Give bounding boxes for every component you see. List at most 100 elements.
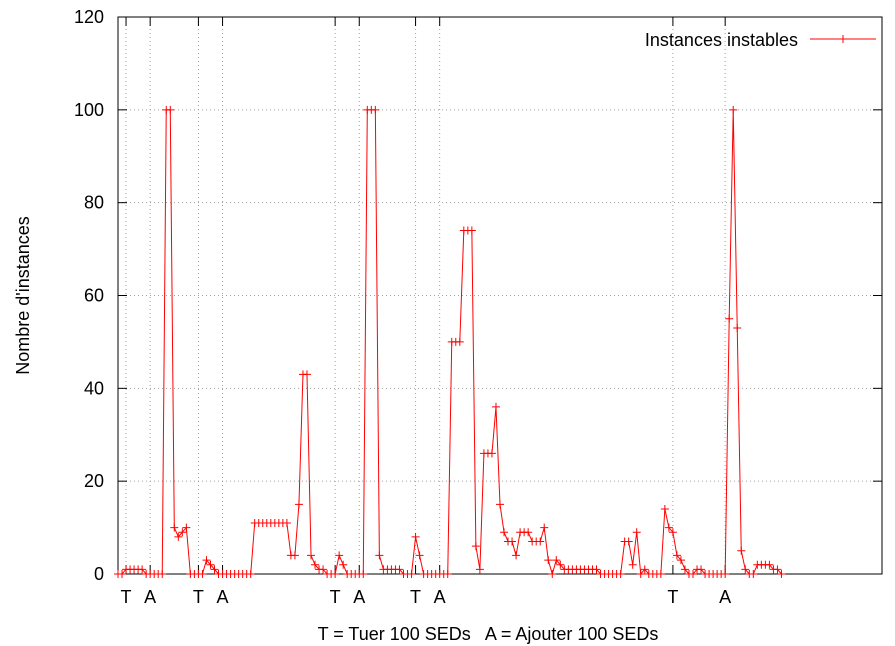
- data-point-marker: [672, 551, 681, 560]
- data-point-marker: [765, 560, 774, 569]
- data-point-marker: [335, 551, 344, 560]
- data-point-marker: [246, 570, 255, 578]
- data-point-marker: [395, 565, 404, 574]
- data-point-marker: [592, 565, 601, 574]
- data-point-marker: [359, 570, 368, 578]
- data-point-marker: [471, 542, 480, 551]
- legend-swatch-marker: [839, 35, 847, 43]
- data-point-marker: [668, 528, 677, 537]
- data-point-marker: [118, 570, 127, 578]
- data-point-marker: [632, 528, 641, 537]
- data-point-marker: [676, 556, 685, 565]
- data-point-marker: [733, 323, 742, 332]
- plot-frame: [117, 16, 883, 575]
- y-tick-label: 80: [84, 193, 104, 213]
- y-tick-label: 60: [84, 286, 104, 306]
- data-point-marker: [411, 532, 420, 541]
- data-point-marker: [415, 551, 424, 560]
- data-point-marker: [166, 105, 175, 114]
- data-point-marker: [487, 449, 496, 458]
- data-point-marker: [282, 518, 291, 527]
- data-point-marker: [540, 523, 549, 532]
- event-marker-label: T: [410, 587, 421, 607]
- event-marker-label: A: [719, 587, 731, 607]
- data-point-marker: [656, 570, 665, 578]
- data-point-marker: [660, 505, 669, 514]
- data-point-marker: [664, 523, 673, 532]
- data-point-marker: [636, 570, 645, 578]
- data-point-marker: [290, 551, 299, 560]
- event-marker-lines: [125, 17, 726, 574]
- data-point-marker: [319, 565, 328, 574]
- data-point-marker: [375, 551, 384, 560]
- data-point-marker: [455, 337, 464, 346]
- data-point-marker: [697, 565, 706, 574]
- data-point-marker: [331, 570, 340, 578]
- data-point-marker: [491, 402, 500, 411]
- data-point-marker: [556, 560, 565, 569]
- data-point-marker: [371, 105, 380, 114]
- data-point-marker: [616, 570, 625, 578]
- data-point-marker: [496, 500, 504, 509]
- data-point-marker: [508, 537, 517, 546]
- data-point-marker: [138, 565, 147, 574]
- data-point-marker: [524, 528, 533, 537]
- data-point-marker: [443, 570, 452, 578]
- data-point-marker: [721, 570, 730, 578]
- x-axis-label: T = Tuer 100 SEDs A = Ajouter 100 SEDs: [318, 624, 659, 644]
- data-point-marker: [512, 551, 521, 560]
- event-marker-label: A: [434, 587, 446, 607]
- y-axis-ticks: 0 20 40 60 80 100 120: [74, 7, 882, 584]
- legend-label: Instances instables: [645, 30, 798, 50]
- data-point-marker: [174, 532, 183, 541]
- data-point-marker: [182, 523, 191, 532]
- y-axis-label: Nombre d'instances: [13, 216, 33, 375]
- grid: [118, 109, 882, 482]
- data-point-marker: [536, 537, 545, 546]
- data-point-marker: [307, 551, 316, 560]
- event-marker-label: T: [330, 587, 341, 607]
- data-point-marker: [294, 500, 303, 509]
- y-tick-label: 100: [74, 100, 104, 120]
- data-point-marker: [202, 556, 211, 565]
- data-point-marker: [777, 570, 786, 578]
- event-marker-label: A: [217, 587, 229, 607]
- event-marker-label: T: [121, 587, 132, 607]
- event-marker-label: T: [193, 587, 204, 607]
- data-point-marker: [624, 537, 633, 546]
- data-point-marker: [640, 565, 649, 574]
- data-point-marker: [302, 370, 311, 379]
- data-point-marker: [773, 565, 782, 574]
- data-point-marker: [749, 570, 758, 578]
- event-marker-label: T: [667, 587, 678, 607]
- data-point-marker: [548, 570, 557, 578]
- legend: Instances instables: [645, 30, 876, 50]
- series-instances-instables: [114, 105, 786, 578]
- data-point-marker: [628, 560, 637, 569]
- data-point-marker: [680, 565, 689, 574]
- data-point-marker: [467, 226, 476, 235]
- data-point-marker: [311, 560, 320, 569]
- data-point-marker: [737, 546, 746, 555]
- data-point-marker: [552, 556, 561, 565]
- y-tick-label: 40: [84, 378, 104, 398]
- y-tick-label: 0: [94, 564, 104, 584]
- data-point-marker: [158, 570, 167, 578]
- data-point-marker: [689, 570, 698, 578]
- data-point-marker: [170, 523, 179, 532]
- data-point-marker: [198, 570, 207, 578]
- data-point-marker: [475, 565, 484, 574]
- event-marker-label: A: [353, 587, 365, 607]
- data-point-marker: [206, 560, 215, 569]
- event-marker-label: A: [144, 587, 156, 607]
- data-point-marker: [725, 314, 734, 323]
- data-point-marker: [178, 528, 187, 537]
- y-tick-label: 120: [74, 7, 104, 27]
- y-tick-label: 20: [84, 471, 104, 491]
- data-point-marker: [500, 528, 509, 537]
- data-point-marker: [544, 556, 553, 565]
- data-point-marker: [729, 105, 738, 114]
- data-point-marker: [339, 560, 348, 569]
